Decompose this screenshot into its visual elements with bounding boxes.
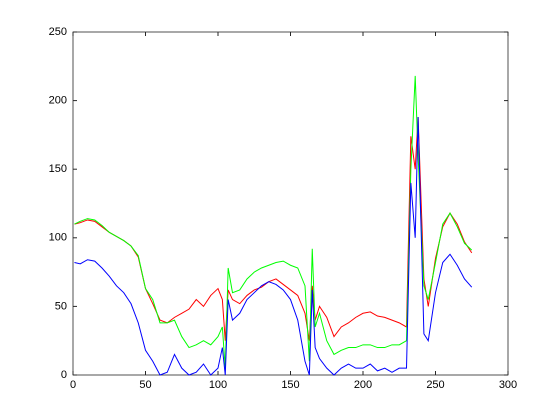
- x-tick-label: 200: [354, 379, 372, 391]
- series-line: [74, 117, 473, 376]
- y-tick-label: 0: [61, 369, 67, 381]
- x-tick-label: 100: [209, 379, 227, 391]
- x-tick-label: 150: [281, 379, 299, 391]
- y-tick-label: 100: [49, 232, 67, 244]
- y-tick-label: 150: [49, 163, 67, 175]
- x-tick-label: 300: [499, 379, 517, 391]
- y-tick-label: 50: [55, 300, 67, 312]
- y-tick-label: 250: [49, 26, 67, 38]
- x-tick-label: 250: [426, 379, 444, 391]
- x-tick-label: 50: [139, 379, 151, 391]
- x-tick-label: 0: [70, 379, 76, 391]
- y-tick-label: 200: [49, 95, 67, 107]
